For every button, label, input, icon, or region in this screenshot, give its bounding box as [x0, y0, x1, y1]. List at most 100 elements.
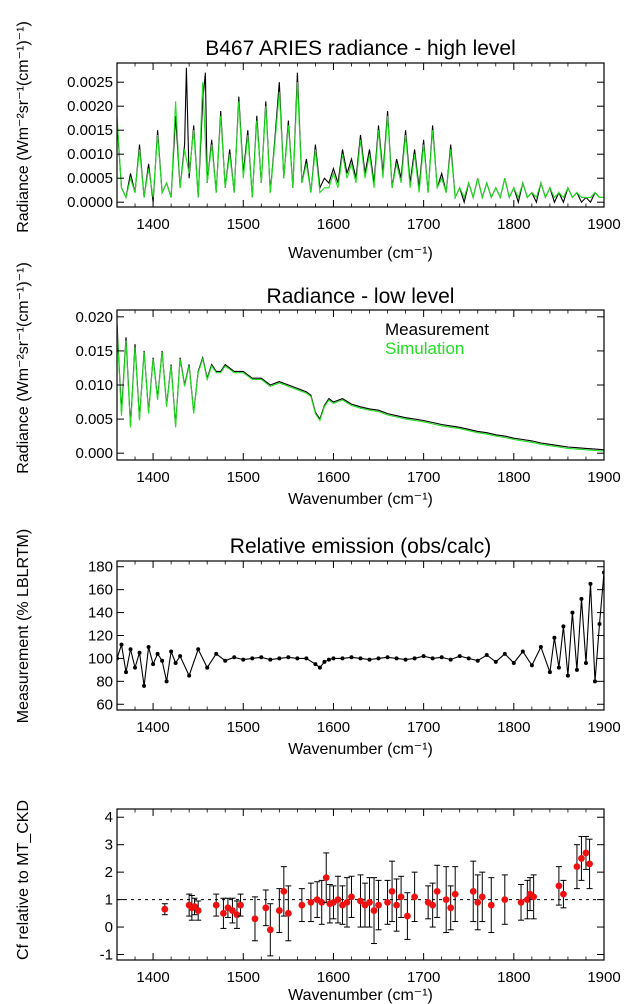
x-tick-label: 1800	[497, 969, 530, 986]
legend-entry-simulation: Simulation	[385, 339, 464, 358]
data-point	[146, 644, 151, 649]
data-point	[457, 654, 462, 659]
data-point	[565, 673, 570, 678]
data-point	[555, 882, 563, 890]
data-point	[484, 652, 489, 657]
y-tick-label: 0.005	[75, 411, 113, 428]
plot-area	[161, 835, 593, 957]
data-point	[429, 901, 437, 909]
data-point	[331, 656, 336, 661]
data-point	[451, 890, 459, 898]
data-point	[164, 679, 169, 684]
y-tick-label: 160	[88, 582, 113, 599]
data-point	[322, 874, 330, 882]
x-tick-label: 1600	[317, 969, 350, 986]
x-tick-label: 1400	[136, 469, 169, 486]
data-point	[119, 642, 124, 647]
y-axis-label: Radiance (Wm⁻²sr⁻¹(cm⁻¹)⁻¹)	[15, 262, 32, 474]
y-tick-label: 1	[105, 892, 113, 909]
x-axis-label: Wavenumber (cm⁻¹)	[288, 987, 433, 1004]
data-point	[412, 656, 417, 661]
data-point	[370, 907, 378, 914]
data-point	[582, 849, 590, 857]
data-point	[343, 898, 351, 906]
data-point	[384, 898, 391, 906]
data-point	[561, 624, 566, 629]
x-axis-label: Wavenumber (cm⁻¹)	[288, 245, 433, 262]
data-point	[397, 893, 405, 901]
data-point	[151, 662, 156, 667]
data-point	[421, 654, 426, 659]
y-tick-label: 120	[88, 628, 113, 645]
data-point	[394, 656, 399, 661]
data-point	[411, 893, 419, 901]
data-point	[403, 912, 411, 920]
data-point	[349, 655, 354, 660]
data-point	[579, 596, 584, 601]
x-tick-label: 1800	[497, 469, 530, 486]
x-tick-label: 1400	[136, 719, 169, 736]
data-point	[474, 898, 482, 906]
data-point	[232, 655, 237, 660]
series-line-measurement	[117, 67, 604, 205]
data-point	[275, 907, 283, 914]
data-point	[284, 909, 292, 917]
y-tick-label: 4	[105, 809, 113, 826]
data-point	[295, 656, 300, 661]
chart-panel-4: 1400 1500 1600 1700 1800 1900 -1 0 1 2 3 4 Wavenumbe…	[15, 800, 621, 1004]
y-tick-label: 0.0020	[67, 98, 113, 115]
data-point	[375, 901, 382, 909]
x-axis-label: Wavenumber (cm⁻¹)	[288, 491, 433, 508]
data-point	[523, 896, 531, 903]
series-line-data	[117, 572, 604, 686]
y-tick-label: 180	[88, 559, 113, 576]
data-point	[430, 656, 435, 661]
data-point	[317, 665, 322, 670]
data-point	[475, 658, 480, 663]
plot-area	[117, 323, 604, 452]
y-tick-label: -1	[100, 947, 113, 964]
x-tick-label: 1700	[407, 469, 440, 486]
data-point	[597, 622, 602, 627]
data-point	[298, 901, 306, 909]
data-point	[493, 659, 498, 664]
y-axis-label: Radiance (Wm⁻²sr⁻¹(cm⁻¹)⁻¹)	[15, 21, 32, 233]
data-point	[592, 679, 597, 684]
y-axis-label: Measurement (% LBLRTM)	[15, 529, 32, 723]
data-point	[520, 649, 525, 654]
data-point	[322, 659, 327, 664]
data-point	[142, 683, 147, 688]
data-point	[517, 898, 525, 906]
x-tick-label: 1500	[227, 216, 260, 233]
data-point	[268, 657, 273, 662]
y-tick-label: 60	[96, 696, 113, 713]
data-point	[478, 893, 486, 901]
x-tick-label: 1900	[587, 216, 620, 233]
data-point	[393, 901, 400, 909]
data-point	[583, 661, 588, 666]
chart-panel-3: Relative emission (obs/calc) 1400 1500 1600…	[15, 529, 621, 758]
data-point	[447, 904, 455, 912]
chart-panel-2: Radiance - low level 1400 1500 1600 1700 1800…	[15, 262, 621, 508]
data-point	[538, 644, 543, 649]
data-point	[357, 897, 364, 905]
data-point	[304, 656, 309, 661]
data-point	[196, 647, 201, 652]
data-point	[573, 863, 581, 871]
data-point	[220, 909, 227, 917]
y-axis-label: Cf relative to MT_CKD	[15, 800, 32, 960]
x-tick-label: 1800	[497, 216, 530, 233]
data-point	[277, 656, 282, 661]
x-tick-label: 1700	[407, 216, 440, 233]
data-point	[233, 911, 241, 919]
data-point	[448, 657, 453, 662]
x-tick-label: 1900	[587, 719, 620, 736]
series-line-measurement	[117, 323, 604, 451]
chart-panel-1: B467 ARIES radiance - high level 1400 1500…	[15, 21, 621, 262]
data-point	[124, 670, 129, 675]
data-point	[266, 926, 274, 934]
data-point	[502, 651, 507, 656]
data-point	[439, 655, 444, 660]
data-point	[137, 650, 142, 655]
